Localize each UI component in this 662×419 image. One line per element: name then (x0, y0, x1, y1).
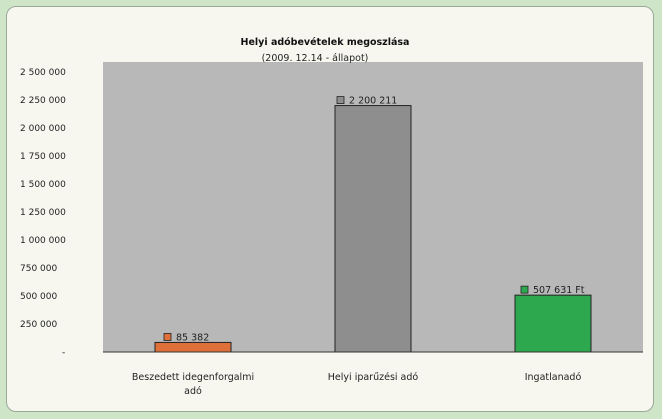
data-label-key (163, 333, 172, 341)
x-tick-label: Helyi iparűzési adó (328, 372, 419, 383)
data-label-key (336, 96, 345, 104)
data-label: 2 200 211 (349, 96, 397, 107)
bars (154, 105, 592, 353)
y-tick-label: - (62, 348, 65, 358)
y-tick-label: 1 250 000 (20, 208, 66, 218)
y-tick-label: 250 000 (20, 320, 57, 330)
y-tick-label: 1 000 000 (20, 236, 66, 246)
x-tick-label: Ingatlanadó (525, 372, 582, 383)
y-tick-label: 750 000 (20, 264, 57, 274)
data-labels: 85 382 2 200 211 507 631 Ft (163, 96, 585, 343)
bar (334, 105, 412, 353)
x-tick-label: Beszedett idegenforgalmi adó (132, 372, 254, 397)
chart-title: Helyi adóbevételek megoszlása (241, 37, 410, 48)
y-tick-label: 2 000 000 (20, 124, 66, 134)
data-label-key (520, 285, 529, 294)
y-axis: 2 500 000 2 250 000 2 000 000 1 750 000 1 50… (20, 68, 66, 358)
y-tick-label: 1 750 000 (20, 152, 66, 162)
bar (514, 294, 592, 353)
y-tick-label: 500 000 (20, 292, 57, 302)
y-tick-label: 1 500 000 (20, 180, 66, 190)
x-axis: Beszedett idegenforgalmi adó Helyi iparűzé… (132, 372, 582, 397)
y-tick-label: 2 250 000 (20, 96, 66, 106)
y-tick-label: 2 500 000 (20, 68, 66, 78)
chart-subtitle: (2009. 12.14 - állapot) (262, 53, 369, 64)
data-label: 507 631 Ft (533, 285, 585, 296)
bar (154, 341, 232, 353)
data-label: 85 382 (176, 332, 209, 343)
